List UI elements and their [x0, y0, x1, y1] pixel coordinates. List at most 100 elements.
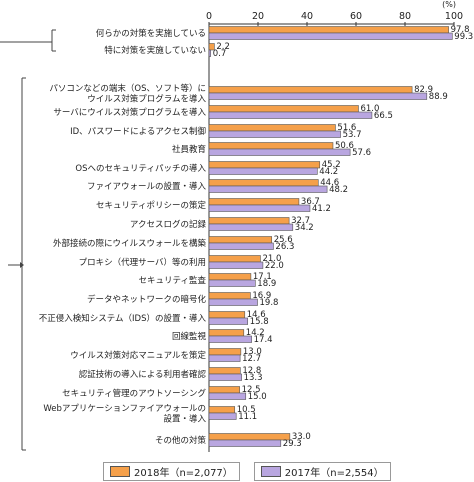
legend-label-2017: 2017年（n=2,554） [284, 468, 384, 479]
data-label-2017-10: 26.3 [275, 242, 294, 252]
category-label-4: ID、パスワードによるアクセス制御 [70, 126, 206, 137]
category-label-11: プロキシ（代理サーバ）等の利用 [79, 257, 206, 268]
data-label-2017-6: 44.2 [319, 167, 338, 177]
data-label-2018-15: 14.2 [246, 328, 265, 338]
category-label-3: サーバにウイルス対策プログラムを導入 [53, 107, 206, 118]
bar-2017-8 [208, 204, 311, 212]
category-label-12: セキュリティ監査 [139, 275, 207, 286]
bar-2018-2 [208, 86, 413, 94]
legend-item-2018: 2018年（n=2,077） [103, 462, 240, 481]
data-label-2018-1: 2.2 [216, 42, 230, 52]
bar-2017-7 [208, 185, 328, 193]
bar-2018-12 [208, 273, 252, 281]
bar-2017-17 [208, 373, 242, 381]
x-tick-label-80: 80 [399, 11, 411, 22]
bar-2018-4 [208, 124, 336, 132]
data-label-2018-17: 12.8 [242, 366, 261, 376]
data-label-2018-16: 13.0 [243, 347, 262, 357]
legend-label-2018: 2018年（n=2,077） [134, 468, 233, 479]
bar-2017-3 [208, 111, 373, 119]
bar-2017-0 [208, 32, 453, 40]
x-tick-label-100: 100 [445, 11, 463, 22]
bar-2017-1 [208, 49, 212, 57]
category-label-15: 回線監視 [172, 331, 207, 342]
data-label-2018-0: 97.8 [451, 25, 470, 35]
bar-2018-7 [208, 179, 319, 187]
bar-2017-12 [208, 279, 256, 287]
category-label-17: 認証技術の導入による利用者確認 [79, 369, 207, 380]
x-tick-label-40: 40 [301, 11, 313, 22]
category-label-5: 社員教育 [172, 144, 206, 155]
category-label-16: ウイルス対策対応マニュアルを策定 [70, 350, 206, 361]
category-label-8: セキュリティポリシーの策定 [96, 200, 206, 211]
bar-2017-19 [208, 412, 237, 420]
category-label-19-0: Webアプリケーションファイアウォールの [43, 404, 206, 414]
bar-2018-9 [208, 217, 290, 225]
bar-2017-6 [208, 167, 318, 175]
data-label-2017-9: 34.2 [295, 223, 314, 233]
bar-2018-19 [208, 406, 236, 414]
data-label-2017-2: 88.9 [429, 92, 448, 102]
data-label-2018-20: 33.0 [292, 432, 311, 442]
bar-2018-6 [208, 161, 321, 169]
bar-2017-20 [208, 439, 282, 447]
data-label-2018-5: 50.6 [335, 141, 354, 151]
unit-label: (%) [442, 0, 456, 9]
data-label-2018-8: 36.7 [301, 197, 320, 207]
bar-2018-18 [208, 386, 240, 394]
bar-2018-20 [208, 433, 291, 441]
legend-item-2017: 2017年（n=2,554） [253, 462, 391, 481]
data-label-2017-5: 57.6 [352, 148, 371, 158]
data-label-2018-3: 61.0 [360, 104, 379, 114]
chart-legend: 2018年（n=2,077） 2017年（n=2,554） [103, 462, 391, 481]
category-label-19-1: 設置・導入 [163, 413, 206, 424]
x-tick-label-60: 60 [350, 11, 362, 22]
data-label-2017-4: 53.7 [343, 130, 362, 140]
data-label-2018-18: 12.5 [242, 385, 261, 395]
bar-2017-18 [208, 392, 247, 400]
data-label-2017-19: 11.1 [238, 412, 257, 422]
bar-2017-5 [208, 148, 351, 156]
bar-2018-13 [208, 292, 251, 300]
bar-2018-8 [208, 198, 300, 206]
data-label-2017-15: 17.4 [254, 335, 273, 345]
bar-2018-16 [208, 348, 242, 356]
data-label-2017-7: 48.2 [329, 185, 348, 195]
category-label-2-0: パソコンなどの端末（OS、ソフト等）に [49, 83, 206, 94]
bar-2018-11 [208, 255, 261, 263]
data-label-2017-3: 66.5 [374, 111, 393, 121]
data-label-2017-11: 22.0 [265, 261, 284, 271]
category-label-7: ファイアウォールの設置・導入 [87, 181, 207, 192]
data-label-2017-18: 15.0 [248, 392, 267, 402]
bar-2018-1 [208, 43, 215, 51]
legend-swatch-2017 [260, 466, 281, 477]
data-label-2018-7: 44.6 [320, 178, 339, 188]
data-label-2018-10: 25.6 [274, 235, 293, 245]
data-label-2018-2: 82.9 [414, 85, 433, 95]
category-label-13: データやネットワークの暗号化 [87, 294, 207, 305]
bar-2017-10 [208, 242, 274, 250]
bar-2017-14 [208, 317, 249, 325]
data-label-2017-1: 0.7 [213, 49, 227, 59]
data-label-2017-12: 18.9 [257, 279, 276, 289]
bar-2017-9 [208, 223, 294, 231]
x-tick-label-20: 20 [252, 11, 264, 22]
category-label-0: 何らかの対策を実施している [96, 28, 206, 39]
data-label-2017-20: 29.3 [283, 439, 302, 449]
data-label-2018-13: 16.9 [252, 291, 271, 301]
category-label-18: セキュリティ管理のアウトソーシング [62, 388, 206, 399]
category-label-1: 特に対策を実施していない [104, 45, 206, 56]
data-label-2017-0: 99.3 [454, 32, 473, 42]
bar-2018-17 [208, 367, 241, 375]
bar-2017-16 [208, 354, 241, 362]
data-label-2017-14: 15.8 [250, 317, 269, 327]
bar-2017-15 [208, 335, 252, 343]
data-label-2018-11: 21.0 [262, 254, 281, 264]
bar-2018-5 [208, 142, 334, 150]
data-label-2018-14: 14.6 [247, 310, 266, 320]
data-label-2018-12: 17.1 [253, 272, 272, 282]
bar-2018-10 [208, 236, 273, 244]
data-label-2018-6: 45.2 [322, 160, 341, 170]
bar-2017-2 [208, 92, 428, 100]
